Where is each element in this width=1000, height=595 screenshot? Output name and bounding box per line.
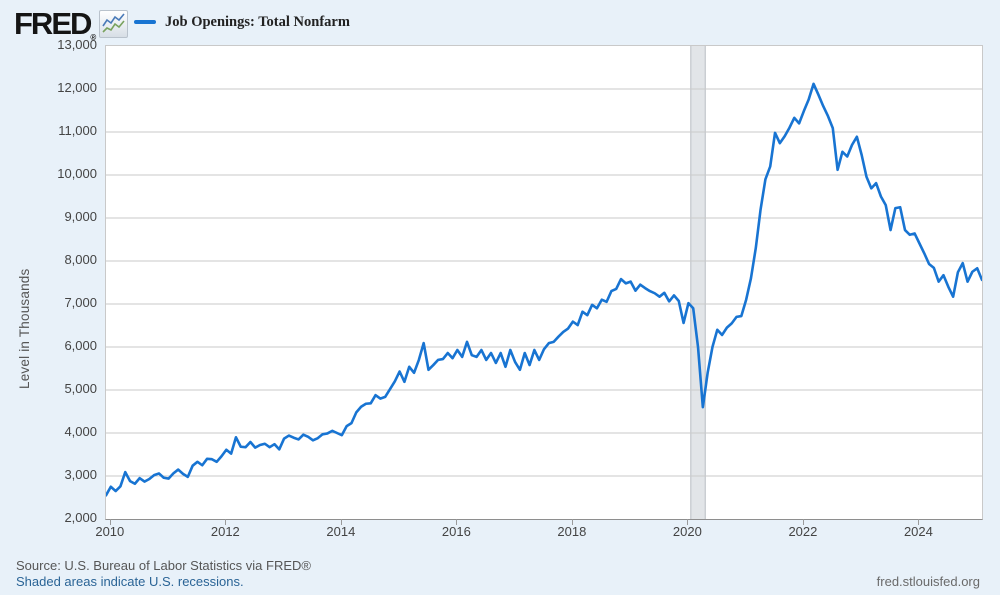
x-tick-label: 2012 [210,524,240,539]
fred-site-link[interactable]: fred.stlouisfed.org [876,574,980,589]
sparkline-icon-svg [102,13,125,33]
y-tick-label: 6,000 [64,338,97,353]
x-tick-mark [225,519,227,525]
chart-canvas [106,46,982,519]
x-tick-mark [456,519,458,525]
legend-line-swatch [134,20,156,24]
x-tick-label: 2010 [95,524,125,539]
plot-area[interactable] [105,45,983,520]
source-text: Source: U.S. Bureau of Labor Statistics … [16,558,311,573]
x-tick-mark [340,519,342,525]
x-tick-label: 2022 [788,524,818,539]
chart-legend: Job Openings: Total Nonfarm [134,12,350,32]
recession-band [690,46,706,519]
x-tick-label: 2020 [672,524,702,539]
y-tick-label: 11,000 [58,123,97,138]
x-tick-mark [571,519,573,525]
y-tick-label: 5,000 [64,381,97,396]
x-tick-mark [918,519,920,525]
y-tick-label: 9,000 [64,209,97,224]
fred-logo[interactable]: FRED® [14,6,96,42]
y-tick-label: 8,000 [64,252,97,267]
y-tick-label: 13,000 [57,37,97,52]
fred-sparkline-icon [99,10,128,38]
y-tick-label: 2,000 [64,510,97,525]
y-tick-label: 7,000 [64,295,97,310]
recession-note-link[interactable]: Shaded areas indicate U.S. recessions. [16,574,244,589]
x-tick-label: 2016 [441,524,471,539]
y-tick-label: 3,000 [64,467,97,482]
x-tick-mark [687,519,689,525]
data-line-job-openings [106,82,982,497]
y-tick-label: 10,000 [57,166,97,181]
y-tick-label: 12,000 [57,80,97,95]
legend-series-label: Job Openings: Total Nonfarm [165,13,350,30]
fred-logo-text: FRED [14,6,92,41]
y-tick-label: 4,000 [64,424,97,439]
registered-mark: ® [90,33,97,42]
x-tick-label: 2014 [326,524,356,539]
x-tick-label: 2018 [557,524,587,539]
x-tick-label: 2024 [903,524,933,539]
x-tick-mark [109,519,111,525]
x-tick-mark [802,519,804,525]
